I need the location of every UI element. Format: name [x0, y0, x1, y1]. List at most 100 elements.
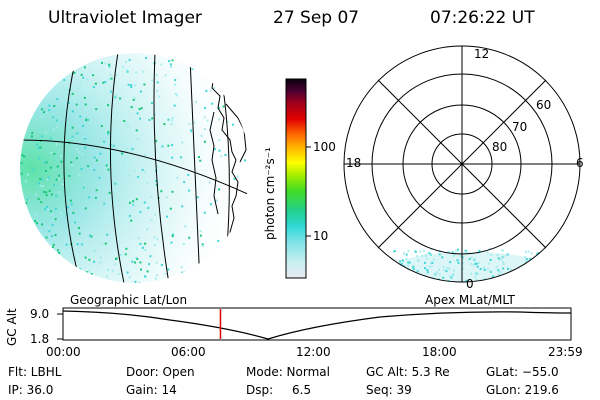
emission-pixel — [195, 101, 197, 103]
emission-pixel — [86, 117, 89, 120]
polar-emission-pixel — [387, 267, 390, 270]
polar-emission-pixel — [426, 257, 429, 260]
emission-pixel — [181, 205, 184, 208]
emission-pixel — [48, 189, 51, 192]
polar-emission-pixel — [501, 249, 504, 252]
polar-emission-pixel — [429, 252, 432, 255]
emission-pixel — [120, 253, 123, 256]
polar-emission-pixel — [397, 277, 400, 280]
polar-emission-pixel — [548, 270, 551, 273]
altitude-xtick-end: 23:59 — [548, 345, 583, 359]
emission-pixel — [137, 236, 140, 239]
emission-pixel — [168, 60, 171, 63]
emission-pixel — [83, 96, 86, 99]
emission-pixel — [123, 162, 126, 165]
polar-emission-pixel — [475, 278, 478, 281]
emission-pixel — [181, 141, 184, 144]
polar-emission-pixel — [465, 279, 468, 282]
emission-pixel — [146, 228, 149, 231]
altitude-ytick-low: 1.8 — [30, 332, 50, 346]
emission-pixel — [54, 207, 57, 210]
image-time: 07:26:22 UT — [430, 8, 535, 28]
emission-pixel — [110, 151, 113, 154]
emission-pixel — [188, 123, 191, 126]
emission-pixel — [30, 135, 33, 138]
emission-pixel — [73, 101, 76, 104]
emission-pixel — [154, 277, 157, 280]
emission-pixel — [154, 113, 156, 116]
polar-emission-pixel — [457, 261, 460, 264]
colorbar-units: photon cm⁻²s⁻¹ — [263, 147, 277, 240]
emission-pixel — [170, 241, 173, 244]
altitude-plot-frame — [62, 307, 572, 341]
emission-pixel — [76, 148, 79, 151]
emission-pixel — [132, 200, 135, 203]
polar-emission-pixel — [483, 277, 486, 280]
emission-pixel — [55, 143, 58, 146]
emission-pixel — [193, 121, 196, 124]
emission-pixel — [181, 271, 184, 274]
emission-pixel — [51, 246, 54, 249]
polar-emission-pixel — [525, 269, 528, 272]
emission-pixel — [127, 83, 130, 86]
altitude-ylabel: GC Alt — [5, 308, 19, 346]
emission-pixel — [160, 190, 163, 193]
polar-emission-pixel — [407, 261, 410, 264]
polar-emission-pixel — [475, 272, 478, 275]
emission-pixel — [163, 123, 166, 126]
polar-emission-pixel — [529, 257, 532, 260]
emission-pixel — [128, 201, 131, 204]
emission-pixel — [52, 128, 55, 131]
emission-pixel — [133, 204, 136, 207]
emission-pixel — [173, 104, 176, 107]
polar-emission-pixel — [424, 267, 426, 270]
emission-pixel — [201, 243, 204, 246]
altitude-xtick-18: 18:00 — [422, 345, 457, 359]
emission-pixel — [206, 119, 209, 122]
emission-pixel — [165, 196, 168, 199]
emission-pixel — [76, 243, 79, 246]
emission-pixel — [112, 144, 115, 147]
emission-pixel — [136, 112, 139, 115]
emission-pixel — [236, 175, 239, 178]
emission-pixel — [39, 184, 42, 187]
polar-emission-pixel — [442, 265, 445, 268]
emission-pixel — [155, 261, 158, 264]
emission-pixel — [20, 172, 23, 175]
emission-pixel — [140, 107, 143, 110]
emission-pixel — [203, 211, 206, 214]
polar-emission-pixel — [502, 261, 505, 264]
emission-pixel — [108, 65, 111, 68]
emission-pixel — [143, 201, 146, 204]
emission-pixel — [85, 119, 88, 122]
emission-pixel — [98, 261, 101, 264]
emission-pixel — [34, 220, 37, 222]
polar-emission-pixel — [554, 255, 557, 257]
emission-pixel — [117, 199, 120, 202]
emission-pixel — [146, 270, 149, 273]
emission-pixel — [87, 165, 90, 168]
emission-pixel — [138, 282, 141, 283]
polar-emission-pixel — [477, 262, 480, 264]
polar-emission-pixel — [431, 261, 434, 264]
polar-emission-pixel — [506, 253, 509, 256]
emission-pixel — [48, 240, 51, 243]
emission-pixel — [24, 180, 27, 183]
emission-pixel — [58, 191, 61, 193]
mlt-label-12: 12 — [474, 47, 490, 61]
emission-pixel — [155, 74, 158, 77]
emission-pixel — [134, 261, 137, 264]
emission-pixel — [94, 159, 97, 161]
emission-pixel — [111, 269, 114, 272]
emission-pixel — [124, 253, 127, 256]
polar-emission-pixel — [423, 261, 426, 264]
emission-pixel — [46, 206, 48, 209]
emission-pixel — [203, 140, 206, 143]
emission-pixel — [156, 81, 159, 84]
emission-pixel — [56, 98, 59, 101]
emission-pixel — [100, 243, 103, 246]
emission-pixel — [184, 225, 187, 228]
emission-pixel — [107, 132, 110, 135]
emission-pixel — [125, 247, 128, 250]
emission-pixel — [47, 176, 50, 179]
